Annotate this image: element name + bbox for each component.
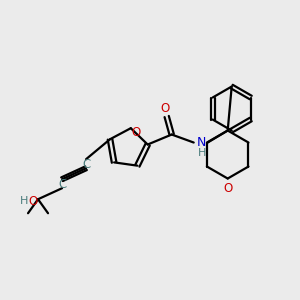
Text: O: O [223,182,232,195]
Text: N: N [197,136,206,149]
Text: C: C [58,178,66,191]
Text: C: C [82,158,90,171]
Text: O: O [131,126,140,139]
Text: H: H [197,148,206,158]
Text: O: O [28,195,38,208]
Text: H: H [20,196,28,206]
Text: O: O [160,102,169,115]
